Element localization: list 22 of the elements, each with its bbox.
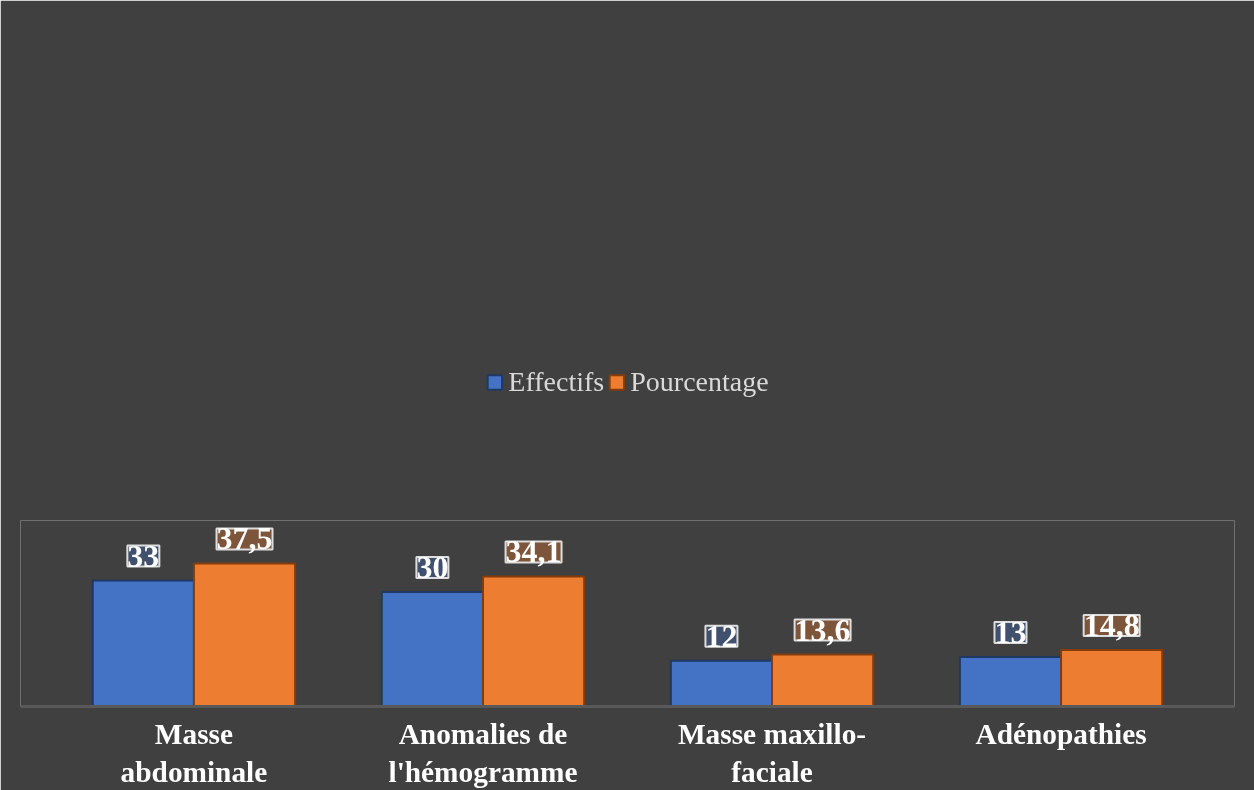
bar — [192, 562, 297, 707]
legend-label: Effectifs — [508, 366, 605, 398]
bar — [1060, 649, 1164, 707]
x-tick-label: Masse maxillo-faciale — [677, 717, 867, 788]
data-label: 12 — [705, 617, 738, 654]
data-label: 13 — [994, 613, 1027, 650]
bar — [481, 575, 586, 707]
bar — [771, 653, 875, 707]
data-label: 33 — [127, 537, 160, 574]
bar — [91, 579, 195, 707]
data-label: 37,5 — [216, 520, 273, 557]
data-label: 14,8 — [1083, 607, 1140, 644]
bar — [669, 659, 774, 707]
x-tick-label: Masse abdominale — [120, 717, 268, 788]
data-label: 30 — [416, 549, 449, 586]
data-label: 34,1 — [505, 533, 562, 570]
x-tick-label: Anomalies de l'hémogramme — [388, 717, 578, 788]
data-label: 13,6 — [794, 611, 851, 648]
x-tick-label: Adénopathies — [975, 717, 1147, 750]
bar — [380, 591, 484, 707]
bar — [958, 655, 1063, 707]
legend-label: Pourcentage — [630, 366, 769, 398]
